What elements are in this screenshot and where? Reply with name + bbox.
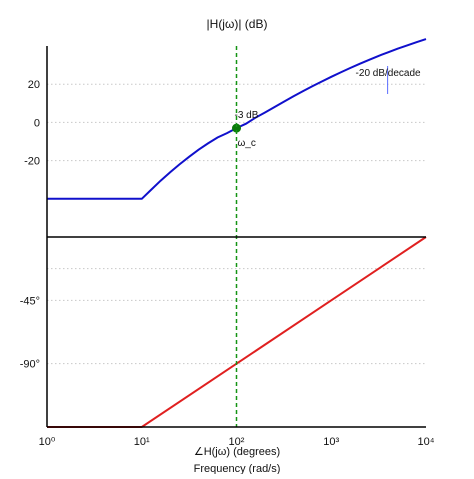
x-axis-label: Frequency (rad/s): [194, 463, 281, 474]
phase-y-tick-label: -45°: [20, 295, 40, 307]
magnitude-y-tick-label: -20: [24, 156, 40, 168]
magnitude-y-tick-label: 0: [34, 117, 40, 129]
x-tick-label: 10¹: [134, 436, 150, 448]
cutoff-db-annotation: -3 dB: [235, 110, 259, 121]
axis-layer: [46, 46, 426, 428]
magnitude-y-tick-label: 20: [28, 79, 40, 91]
x-tick-label: 10⁰: [39, 436, 56, 448]
label-layer: |H(jω)| (dB) ∠H(jω) (degrees) Frequency …: [20, 17, 435, 475]
cutoff-marker: [232, 123, 241, 133]
phase-y-tick-label: -90°: [20, 359, 40, 371]
series-layer: [47, 38, 427, 428]
x-tick-label: 10³: [323, 436, 339, 448]
magnitude-series-line: [47, 38, 427, 200]
cutoff-frequency-annotation: ω_c: [238, 138, 256, 149]
x-tick-label: 10⁴: [418, 436, 435, 448]
x-tick-label: 10²: [229, 436, 245, 448]
chart-title: |H(jω)| (dB): [207, 17, 268, 31]
slope-annotation: -20 dB/decade: [356, 68, 421, 79]
phase-axis-label: ∠H(jω) (degrees): [194, 446, 280, 458]
